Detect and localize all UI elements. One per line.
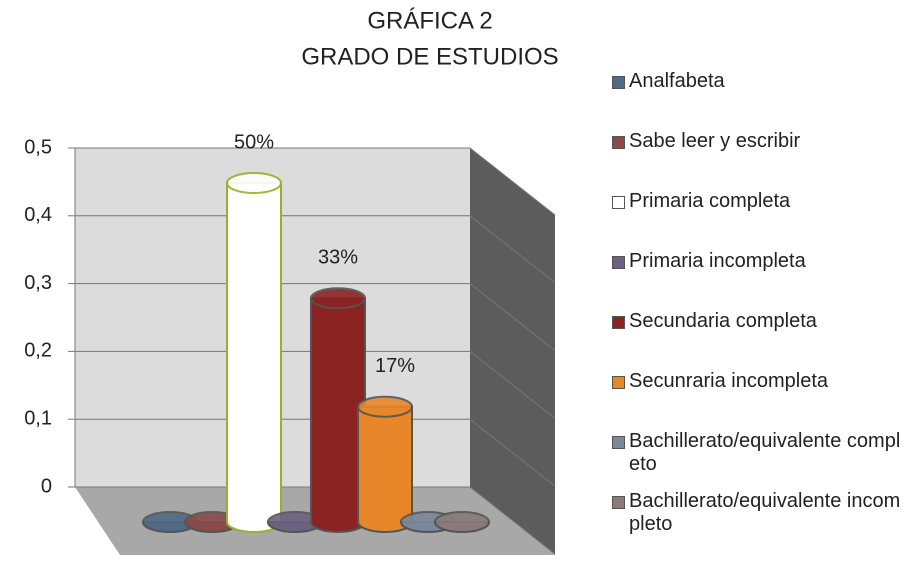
legend-item: Sabe leer y escribir — [612, 130, 912, 190]
legend-swatch — [612, 76, 625, 89]
legend-label: Primaria completa — [629, 190, 791, 212]
legend-swatch — [612, 136, 625, 149]
y-tick-label: 0,2 — [24, 340, 52, 362]
data-label: 33% — [318, 247, 358, 269]
legend-swatch — [612, 376, 625, 389]
legend-label: Bachillerato/equivalente incompleto — [629, 490, 901, 535]
legend-label: Sabe leer y escribir — [629, 130, 801, 152]
bar — [357, 405, 413, 533]
legend: Analfabeta Sabe leer y escribir Primaria c… — [612, 70, 912, 550]
legend-label: Analfabeta — [629, 70, 725, 92]
legend-item: Bachillerato/equivalente incompleto — [612, 490, 912, 550]
y-tick-label: 0,4 — [24, 204, 52, 226]
grid-line — [75, 350, 556, 419]
y-tick-label: 0 — [41, 475, 52, 497]
legend-label: Primaria incompleta — [629, 250, 806, 272]
bar-top — [310, 287, 366, 310]
legend-swatch — [612, 256, 625, 269]
y-tick-label: 0,3 — [24, 272, 52, 294]
bar-top — [357, 395, 413, 418]
grid-line — [75, 147, 556, 216]
grid-line — [75, 418, 556, 487]
side-wall — [470, 148, 555, 555]
y-tick-label: 0,1 — [24, 407, 52, 429]
legend-item: Bachillerato/equivalente completo — [612, 430, 912, 490]
y-tick-label: 0,5 — [24, 136, 52, 158]
legend-item: Secunraria incompleta — [612, 370, 912, 430]
grid-line — [75, 215, 556, 284]
grid-line — [75, 486, 556, 555]
legend-swatch — [612, 316, 625, 329]
chart-title: GRÁFICA 2 — [367, 7, 492, 34]
legend-item: Primaria completa — [612, 190, 912, 250]
chart-title: GRADO DE ESTUDIOS — [301, 43, 558, 70]
bar — [310, 297, 366, 533]
legend-item: Analfabeta — [612, 70, 912, 130]
legend-swatch — [612, 436, 625, 449]
bar-top — [434, 511, 490, 533]
data-label: 50% — [234, 131, 274, 153]
grid-line — [75, 283, 556, 351]
legend-label: Bachillerato/equivalente completo — [629, 430, 901, 475]
legend-label: Secundaria completa — [629, 310, 817, 332]
legend-swatch — [612, 196, 625, 209]
data-label: 17% — [375, 355, 415, 377]
legend-label: Secunraria incompleta — [629, 370, 828, 392]
bar-top — [226, 172, 282, 194]
legend-swatch — [612, 496, 625, 509]
bar — [226, 182, 282, 533]
legend-item: Secundaria completa — [612, 310, 912, 370]
legend-item: Primaria incompleta — [612, 250, 912, 310]
